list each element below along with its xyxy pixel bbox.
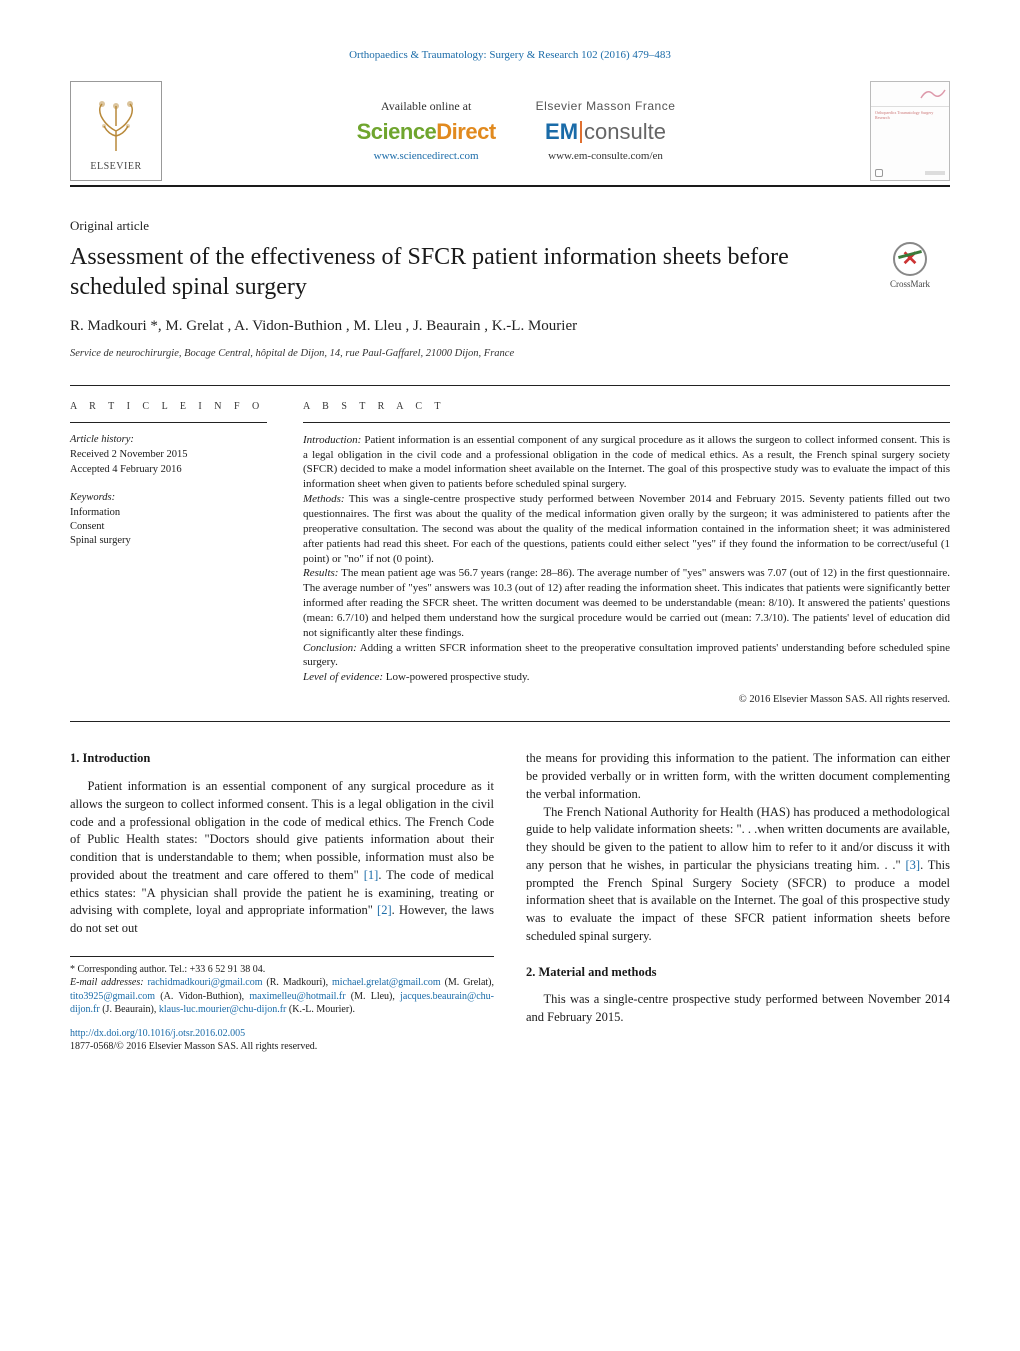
keyword-item: Information (70, 506, 267, 520)
crossmark-label: CrossMark (890, 279, 930, 289)
em-consulte-logo: EMconsulte (536, 117, 676, 148)
ref-link-2[interactable]: [2] (377, 903, 392, 917)
journal-cover-thumbnail: Orthopaedics Traumatology Surgery Resear… (870, 81, 950, 181)
corresponding-author: * Corresponding author. Tel.: +33 6 52 9… (70, 963, 494, 977)
elsevier-logo: ELSEVIER (70, 81, 162, 181)
author-email[interactable]: maximelleu@hotmail.fr (249, 991, 345, 1002)
available-online-label: Available online at (357, 98, 496, 115)
article-type-label: Original article (70, 217, 950, 235)
doi-block: http://dx.doi.org/10.1016/j.otsr.2016.02… (70, 1027, 494, 1054)
author-email[interactable]: rachidmadkouri@gmail.com (147, 977, 262, 988)
em-consulte-url[interactable]: www.em-consulte.com/en (536, 149, 676, 164)
sd-science-word: Science (357, 119, 437, 144)
abs-methods-text: This was a single-centre prospective stu… (303, 493, 950, 564)
ref-link-1[interactable]: [1] (364, 868, 379, 882)
doi-link[interactable]: http://dx.doi.org/10.1016/j.otsr.2016.02… (70, 1028, 245, 1039)
accepted-date: Accepted 4 February 2016 (70, 463, 267, 478)
keywords-label: Keywords: (70, 491, 267, 505)
author-email[interactable]: michael.grelat@gmail.com (332, 977, 441, 988)
received-date: Received 2 November 2015 (70, 448, 267, 463)
elsevier-masson-label: Elsevier Masson France (536, 98, 676, 115)
sciencedirect-url[interactable]: www.sciencedirect.com (357, 149, 496, 164)
section-heading-methods: 2. Material and methods (526, 964, 950, 982)
info-abstract-box: a r t i c l e i n f o Article history: R… (70, 385, 950, 722)
author-email[interactable]: klaus-luc.mourier@chu-dijon.fr (159, 1004, 287, 1015)
abstract-heading: a b s t r a c t (303, 400, 950, 423)
email-addresses: E-mail addresses: rachidmadkouri@gmail.c… (70, 976, 494, 1017)
abs-loe-label: Level of evidence: (303, 671, 383, 683)
article-info-column: a r t i c l e i n f o Article history: R… (70, 386, 285, 721)
cover-squiggle-icon (919, 84, 947, 102)
methods-paragraph-1: This was a single-centre prospective stu… (526, 991, 950, 1027)
abs-conclusion-text: Adding a written SFCR information sheet … (303, 642, 950, 669)
abs-loe-text: Low-powered prospective study. (383, 671, 530, 683)
abs-results-text: The mean patient age was 56.7 years (ran… (303, 567, 950, 638)
em-bar-icon (580, 121, 582, 143)
abstract-column: a b s t r a c t Introduction: Patient in… (285, 386, 950, 721)
sciencedirect-block: Available online at ScienceDirect www.sc… (357, 98, 496, 165)
issn-copyright: 1877-0568/© 2016 Elsevier Masson SAS. Al… (70, 1041, 317, 1052)
sd-direct-word: Direct (436, 119, 495, 144)
keyword-item: Consent (70, 520, 267, 534)
affiliation: Service de neurochirurgie, Bocage Centra… (70, 347, 950, 362)
article-info-heading: a r t i c l e i n f o (70, 400, 267, 423)
keyword-item: Spinal surgery (70, 534, 267, 548)
abstract-body: Introduction: Patient information is an … (303, 433, 950, 685)
intro-paragraph-1: Patient information is an essential comp… (70, 778, 494, 938)
intro-paragraph-3: The French National Authority for Health… (526, 804, 950, 946)
em-word: consulte (584, 119, 666, 144)
author-list: R. Madkouri *, M. Grelat , A. Vidon-Buth… (70, 316, 950, 337)
intro-paragraph-2: the means for providing this information… (526, 750, 950, 803)
journal-banner: ELSEVIER Available online at ScienceDire… (70, 81, 950, 187)
article-title: Assessment of the effectiveness of SFCR … (70, 242, 850, 302)
elsevier-tree-icon (86, 96, 146, 156)
em-consulte-block: Elsevier Masson France EMconsulte www.em… (536, 98, 676, 165)
footnotes-block: * Corresponding author. Tel.: +33 6 52 9… (70, 956, 494, 1054)
author-email[interactable]: tito3925@gmail.com (70, 991, 155, 1002)
article-history-label: Article history: (70, 433, 267, 448)
section-heading-introduction: 1. Introduction (70, 750, 494, 768)
ref-link-3[interactable]: [3] (905, 858, 920, 872)
abs-intro-text: Patient information is an essential comp… (303, 434, 950, 491)
abs-intro-label: Introduction: (303, 434, 361, 446)
article-body: 1. Introduction Patient information is a… (70, 750, 950, 1055)
em-prefix: EM (545, 119, 578, 144)
running-header: Orthopaedics & Traumatology: Surgery & R… (70, 48, 950, 63)
abs-results-label: Results: (303, 567, 338, 579)
crossmark-icon: ✕ (893, 242, 927, 276)
abs-conclusion-label: Conclusion: (303, 642, 357, 654)
elsevier-wordmark: ELSEVIER (90, 160, 141, 174)
abs-methods-label: Methods: (303, 493, 345, 505)
sciencedirect-logo: ScienceDirect (357, 117, 496, 148)
email-label: E-mail addresses: (70, 977, 144, 988)
crossmark-badge[interactable]: ✕ CrossMark (870, 242, 950, 291)
abstract-copyright: © 2016 Elsevier Masson SAS. All rights r… (303, 693, 950, 707)
